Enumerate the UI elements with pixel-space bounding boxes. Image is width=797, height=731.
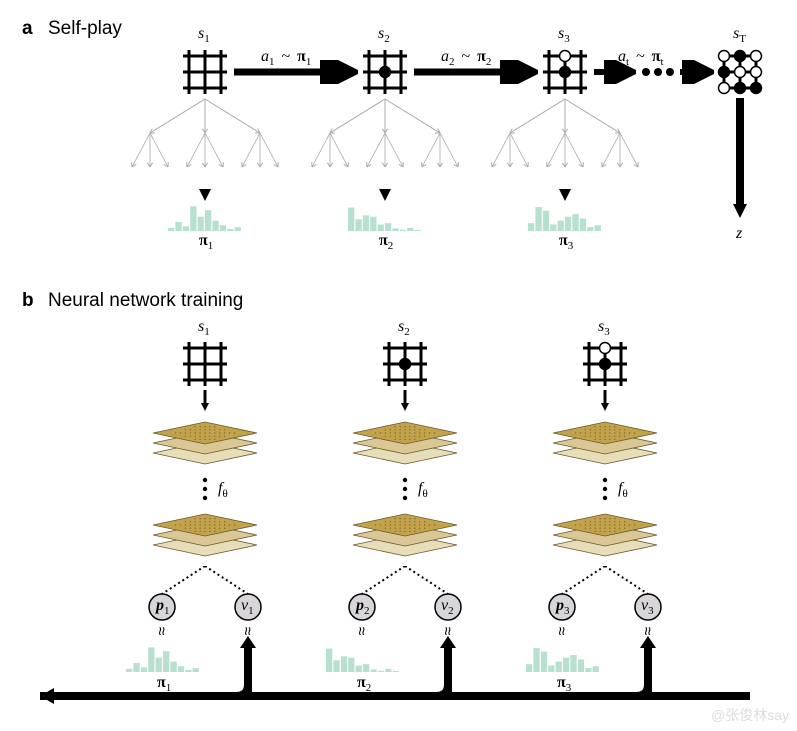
vdots-2 (401, 476, 409, 502)
board-sT (716, 48, 764, 96)
hist-pi3 (528, 205, 602, 231)
watermark-text: @张俊林say (711, 705, 789, 725)
approx-v2: ≈ (437, 627, 455, 636)
tree-1-down-arrow (198, 97, 212, 202)
vdots-1 (201, 476, 209, 502)
label-b-s3: s3 (598, 318, 610, 338)
hist-pi2 (348, 205, 422, 231)
arrow-at-right (678, 60, 714, 84)
pi3-sub: 3 (568, 240, 574, 252)
arrow-a2 (412, 60, 538, 84)
label-b-s1: s1 (198, 318, 210, 338)
arrow-z (733, 98, 747, 218)
s1-sub: 1 (204, 33, 210, 45)
approx-p1: ≈ (151, 627, 169, 636)
label-s2: s2 (378, 25, 390, 45)
label-p1: p1 (156, 597, 170, 617)
panel-a-letter: a (22, 18, 33, 40)
label-p3: p3 (556, 597, 570, 617)
label-v1: v1 (241, 597, 254, 617)
tree-2-down-arrow (378, 97, 392, 202)
label-v3: v3 (641, 597, 654, 617)
approx-p2: ≈ (351, 627, 369, 636)
board-b-s2 (381, 340, 429, 388)
board-b-s3 (581, 340, 629, 388)
tree-3-down-arrow (558, 97, 572, 202)
nn-layers-2-bot (345, 504, 465, 566)
label-sT: sT (733, 25, 746, 45)
label-ftheta-3: fθ (618, 480, 628, 500)
s3-sub: 3 (564, 33, 570, 45)
approx-p3: ≈ (551, 627, 569, 636)
label-z: z (736, 225, 742, 243)
label-pi2: π2 (379, 232, 393, 252)
figure-canvas: a Self-play s1 s2 s3 sT a1 ~ π1 a2 ~ π2 … (0, 0, 797, 731)
nn-layers-3-top (545, 412, 665, 474)
label-p2: p2 (356, 597, 370, 617)
pi1-sub: 1 (208, 240, 214, 252)
label-ftheta-1: fθ (218, 480, 228, 500)
ellipsis-dots (640, 66, 676, 78)
arrow-at-left (592, 60, 636, 84)
arrow-b3-in (600, 390, 610, 412)
arrow-a1 (232, 60, 358, 84)
vdots-3 (601, 476, 609, 502)
pi3-base: π (559, 232, 568, 249)
arrow-b2-in (400, 390, 410, 412)
label-pi3: π3 (559, 232, 573, 252)
s2-sub: 2 (384, 33, 390, 45)
pi1-base: π (199, 232, 208, 249)
label-s1: s1 (198, 25, 210, 45)
board-s1 (181, 48, 229, 96)
pi2-base: π (379, 232, 388, 249)
label-ftheta-2: fθ (418, 480, 428, 500)
label-pi1: π1 (199, 232, 213, 252)
panel-b-title: Neural network training (48, 290, 243, 312)
arrow-b1-in (200, 390, 210, 412)
label-b-s2: s2 (398, 318, 410, 338)
nn-layers-3-bot (545, 504, 665, 566)
panel-b-letter: b (22, 290, 34, 312)
panel-a-title: Self-play (48, 18, 122, 40)
board-s2 (361, 48, 409, 96)
nn-layers-2-top (345, 412, 465, 474)
label-v2: v2 (441, 597, 454, 617)
board-b-s1 (181, 340, 229, 388)
nn-layers-1-bot (145, 504, 265, 566)
feedback-arrow (40, 636, 760, 710)
nn-layers-1-top (145, 412, 265, 474)
label-s3: s3 (558, 25, 570, 45)
approx-v3: ≈ (637, 627, 655, 636)
hist-pi1 (168, 205, 242, 231)
board-s3 (541, 48, 589, 96)
sT-sub: T (739, 33, 746, 45)
approx-v1: ≈ (237, 627, 255, 636)
pi2-sub: 2 (388, 240, 394, 252)
